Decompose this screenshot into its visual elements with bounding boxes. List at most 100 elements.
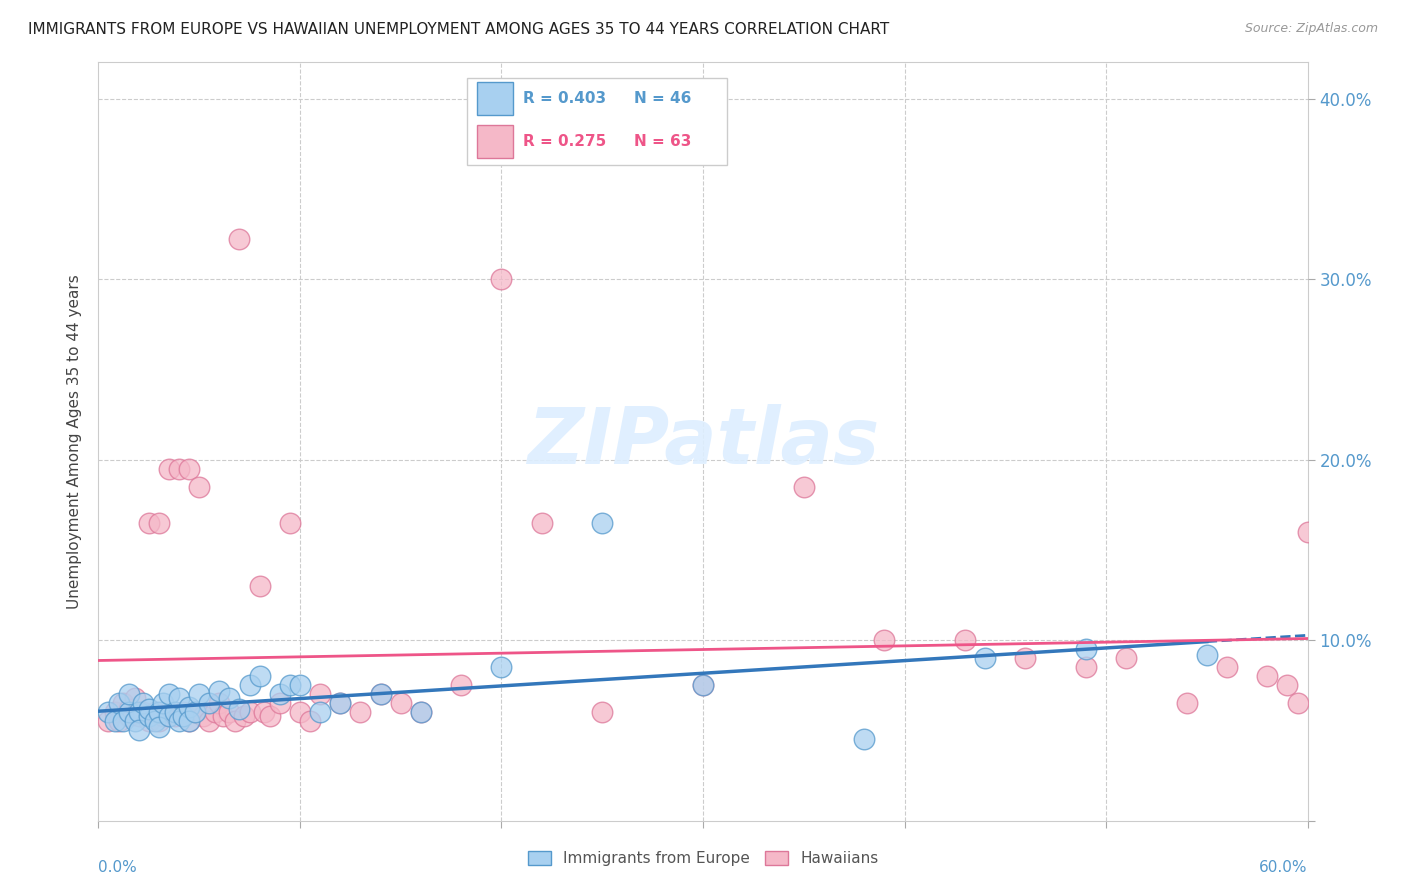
Point bbox=[1014, 651, 1036, 665]
Point bbox=[269, 696, 291, 710]
Point bbox=[118, 706, 141, 720]
Point bbox=[288, 706, 311, 720]
Text: ZIPatlas: ZIPatlas bbox=[527, 403, 879, 480]
Point bbox=[1296, 524, 1319, 539]
Text: 60.0%: 60.0% bbox=[1260, 860, 1308, 874]
Point bbox=[184, 706, 207, 720]
Legend: Immigrants from Europe, Hawaiians: Immigrants from Europe, Hawaiians bbox=[527, 851, 879, 866]
Text: R = 0.275: R = 0.275 bbox=[523, 134, 606, 149]
Point bbox=[152, 696, 174, 710]
Text: Source: ZipAtlas.com: Source: ZipAtlas.com bbox=[1244, 22, 1378, 36]
Point bbox=[232, 709, 254, 723]
Text: R = 0.403: R = 0.403 bbox=[523, 91, 606, 106]
Point bbox=[208, 683, 231, 698]
Y-axis label: Unemployment Among Ages 35 to 44 years: Unemployment Among Ages 35 to 44 years bbox=[67, 274, 83, 609]
Point bbox=[329, 696, 352, 710]
Point bbox=[692, 678, 714, 692]
Point bbox=[491, 272, 513, 286]
Point bbox=[409, 706, 432, 720]
Point bbox=[167, 714, 190, 729]
Point bbox=[259, 709, 281, 723]
Point bbox=[152, 709, 174, 723]
Point bbox=[157, 709, 180, 723]
Point bbox=[163, 709, 186, 723]
Point bbox=[218, 690, 240, 705]
Point bbox=[97, 706, 120, 720]
FancyBboxPatch shape bbox=[477, 125, 513, 158]
Point bbox=[198, 714, 221, 729]
Point bbox=[873, 633, 896, 648]
Point bbox=[591, 706, 613, 720]
Point bbox=[172, 709, 194, 723]
Point bbox=[148, 720, 170, 734]
Point bbox=[853, 732, 876, 747]
Point bbox=[278, 516, 301, 530]
Point bbox=[309, 687, 332, 701]
Point bbox=[1115, 651, 1137, 665]
Point bbox=[188, 480, 211, 494]
Point bbox=[974, 651, 997, 665]
Point bbox=[97, 714, 120, 729]
Point bbox=[1256, 669, 1278, 683]
Point bbox=[1074, 660, 1097, 674]
Point bbox=[228, 702, 250, 716]
Point bbox=[103, 714, 125, 729]
Point bbox=[179, 461, 201, 475]
Point bbox=[138, 709, 160, 723]
Point bbox=[184, 706, 207, 720]
Point bbox=[132, 696, 155, 710]
Text: N = 46: N = 46 bbox=[634, 91, 692, 106]
Point bbox=[329, 696, 352, 710]
Text: IMMIGRANTS FROM EUROPE VS HAWAIIAN UNEMPLOYMENT AMONG AGES 35 TO 44 YEARS CORREL: IMMIGRANTS FROM EUROPE VS HAWAIIAN UNEMP… bbox=[28, 22, 890, 37]
Point bbox=[138, 714, 160, 729]
Point bbox=[138, 516, 160, 530]
Point bbox=[118, 709, 141, 723]
Point bbox=[208, 696, 231, 710]
Point bbox=[212, 709, 235, 723]
Point bbox=[204, 706, 226, 720]
Point bbox=[118, 702, 141, 716]
Point bbox=[288, 678, 311, 692]
Point bbox=[128, 723, 150, 738]
Point bbox=[409, 706, 432, 720]
Text: 0.0%: 0.0% bbox=[98, 860, 138, 874]
Point bbox=[278, 678, 301, 692]
Point bbox=[370, 687, 392, 701]
Point bbox=[491, 660, 513, 674]
Point bbox=[143, 706, 166, 720]
Point bbox=[103, 706, 125, 720]
Point bbox=[179, 699, 201, 714]
Point bbox=[228, 232, 250, 246]
Point bbox=[128, 709, 150, 723]
Point bbox=[148, 516, 170, 530]
Point bbox=[218, 706, 240, 720]
Point bbox=[111, 696, 134, 710]
Point bbox=[128, 706, 150, 720]
Point bbox=[107, 696, 129, 710]
Point bbox=[167, 461, 190, 475]
Point bbox=[124, 690, 146, 705]
Point bbox=[530, 516, 553, 530]
Point bbox=[1074, 642, 1097, 657]
Point bbox=[107, 714, 129, 729]
Point bbox=[132, 706, 155, 720]
Point bbox=[253, 706, 276, 720]
Point bbox=[692, 678, 714, 692]
Point bbox=[249, 579, 271, 593]
Point bbox=[249, 669, 271, 683]
Point bbox=[793, 480, 815, 494]
Point bbox=[1195, 648, 1218, 662]
Point bbox=[591, 516, 613, 530]
Point bbox=[172, 706, 194, 720]
Point bbox=[111, 714, 134, 729]
Point bbox=[269, 687, 291, 701]
FancyBboxPatch shape bbox=[467, 78, 727, 165]
Point bbox=[143, 714, 166, 729]
Point bbox=[1175, 696, 1198, 710]
Point bbox=[370, 687, 392, 701]
Text: N = 63: N = 63 bbox=[634, 134, 692, 149]
Point bbox=[148, 714, 170, 729]
Point bbox=[124, 714, 146, 729]
Point bbox=[953, 633, 976, 648]
Point bbox=[239, 678, 262, 692]
